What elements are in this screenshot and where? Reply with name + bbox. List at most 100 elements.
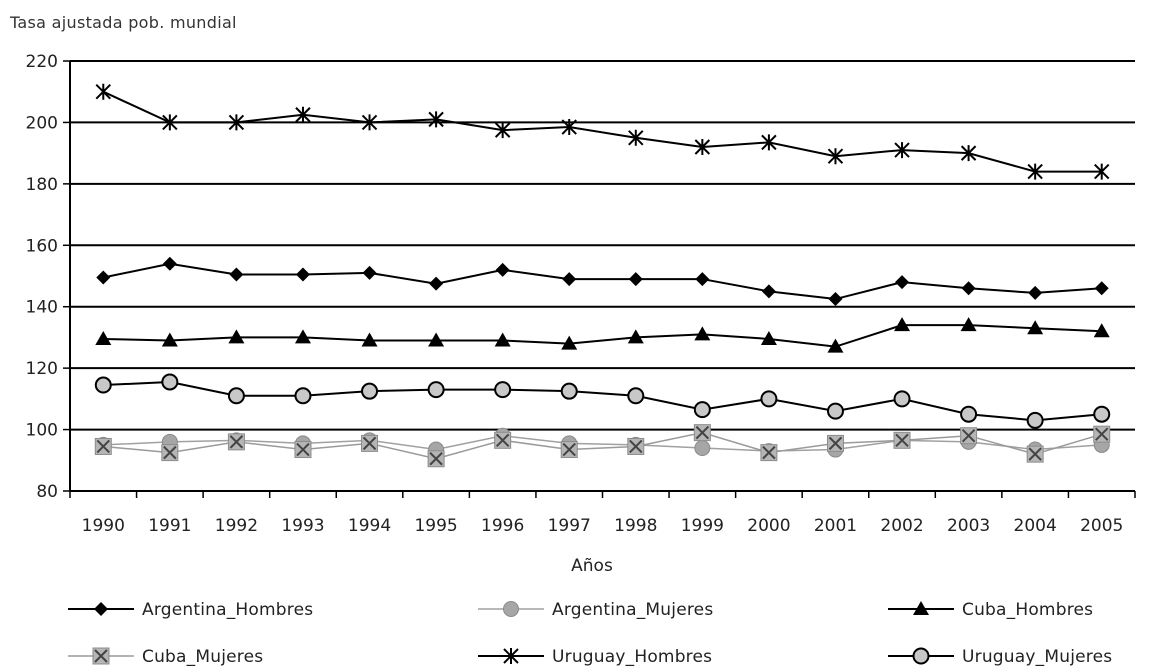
data-point [1094, 163, 1110, 180]
data-point [427, 450, 445, 468]
data-point [628, 272, 643, 287]
legend-item-Argentina_Hombres: Argentina_Hombres [68, 600, 313, 620]
data-point [162, 256, 177, 271]
y-axis-label: Tasa ajustada pob. mundial [9, 13, 237, 32]
data-point [294, 441, 312, 459]
series-group [94, 83, 1111, 468]
data-point [161, 444, 179, 462]
data-point [627, 387, 645, 405]
data-point [826, 434, 844, 452]
data-point [361, 332, 378, 347]
data-point [1028, 285, 1043, 300]
data-point [693, 424, 711, 442]
y-tick-label: 200 [26, 113, 58, 133]
x-tick-label: 1999 [681, 516, 724, 536]
x-tick-label: 1992 [215, 516, 258, 536]
data-point [229, 267, 244, 282]
data-point [494, 431, 512, 449]
legend-item-Cuba_Mujeres: Cuba_Mujeres [68, 647, 263, 667]
data-point [827, 148, 844, 165]
x-tick-label: 1998 [614, 516, 657, 536]
y-tick-label: 160 [26, 236, 58, 256]
series-Argentina_Hombres [96, 256, 1109, 307]
legend-label: Uruguay_Hombres [552, 647, 712, 667]
data-point [494, 332, 511, 347]
data-point [693, 401, 711, 419]
x-tick-label: 2000 [747, 516, 790, 536]
data-point [560, 441, 578, 459]
data-point [627, 329, 644, 344]
legend-item-Argentina_Mujeres: Argentina_Mujeres [478, 600, 713, 620]
data-point [161, 332, 178, 347]
x-tick-label: 2003 [947, 516, 990, 536]
series-line-Cuba_Hombres [103, 324, 1102, 348]
data-point [826, 402, 844, 420]
data-point [294, 387, 312, 405]
x-tick-label: 1995 [414, 516, 457, 536]
series-Cuba_Hombres [95, 317, 1110, 353]
data-point [361, 382, 379, 400]
data-point [494, 381, 512, 399]
y-tick-label: 80 [36, 482, 58, 502]
data-point [95, 330, 112, 345]
legend-label: Uruguay_Mujeres [962, 647, 1112, 667]
data-point [428, 332, 445, 347]
data-point [961, 281, 976, 296]
x-tick-labels: 1990 1991 1992 1993 1994 1995 1996 1997 1998 1999… [82, 516, 1124, 536]
data-point [960, 145, 977, 162]
data-point [960, 405, 978, 423]
data-point [694, 139, 711, 155]
data-point [228, 329, 245, 344]
x-tick-label: 1996 [481, 516, 524, 536]
data-point [627, 437, 645, 455]
data-point [361, 434, 379, 452]
x-tick-label: 1994 [348, 516, 391, 536]
data-point [628, 129, 644, 146]
data-point [1026, 411, 1044, 429]
data-point [96, 270, 111, 285]
data-point [429, 276, 444, 291]
y-tick-label: 100 [26, 421, 58, 441]
data-point [227, 387, 245, 405]
data-point [960, 427, 978, 445]
series-line-Cuba_Mujeres [103, 431, 1102, 460]
legend-marker [912, 647, 930, 665]
data-point [495, 262, 510, 277]
series-Cuba_Mujeres [94, 424, 1111, 468]
legend-item-Uruguay_Mujeres: Uruguay_Mujeres [888, 647, 1112, 667]
data-point [361, 114, 378, 131]
data-point [1094, 281, 1109, 296]
data-point [562, 272, 577, 287]
data-point [827, 338, 844, 353]
data-point [760, 390, 778, 408]
y-tick-labels: 80 100 120 140 160 180 200 220 [26, 52, 58, 502]
data-point [162, 114, 178, 131]
series-line-Argentina_Mujeres [103, 434, 1102, 452]
legend-marker [503, 601, 519, 617]
data-point [895, 275, 910, 290]
data-point [695, 272, 710, 287]
x-tick-label: 2005 [1080, 516, 1123, 536]
x-tick-label: 1991 [148, 516, 191, 536]
legend-label: Argentina_Mujeres [552, 600, 713, 620]
data-point [894, 317, 911, 332]
data-point [428, 111, 444, 128]
series-line-Uruguay_Hombres [102, 90, 1102, 173]
data-point [1026, 445, 1044, 463]
data-point [94, 376, 112, 394]
series-Uruguay_Mujeres [94, 373, 1111, 429]
data-point [95, 83, 111, 100]
y-tick-label: 220 [26, 52, 58, 72]
legend-marker [92, 647, 110, 665]
data-point [694, 440, 711, 456]
data-point [161, 373, 179, 391]
data-point [227, 433, 245, 451]
y-tick-label: 120 [26, 359, 58, 379]
data-point [294, 329, 311, 344]
data-point [560, 382, 578, 400]
x-tick-label: 2001 [814, 516, 857, 536]
data-point [295, 267, 310, 282]
y-tick-label: 140 [26, 298, 58, 318]
data-point [494, 122, 511, 139]
